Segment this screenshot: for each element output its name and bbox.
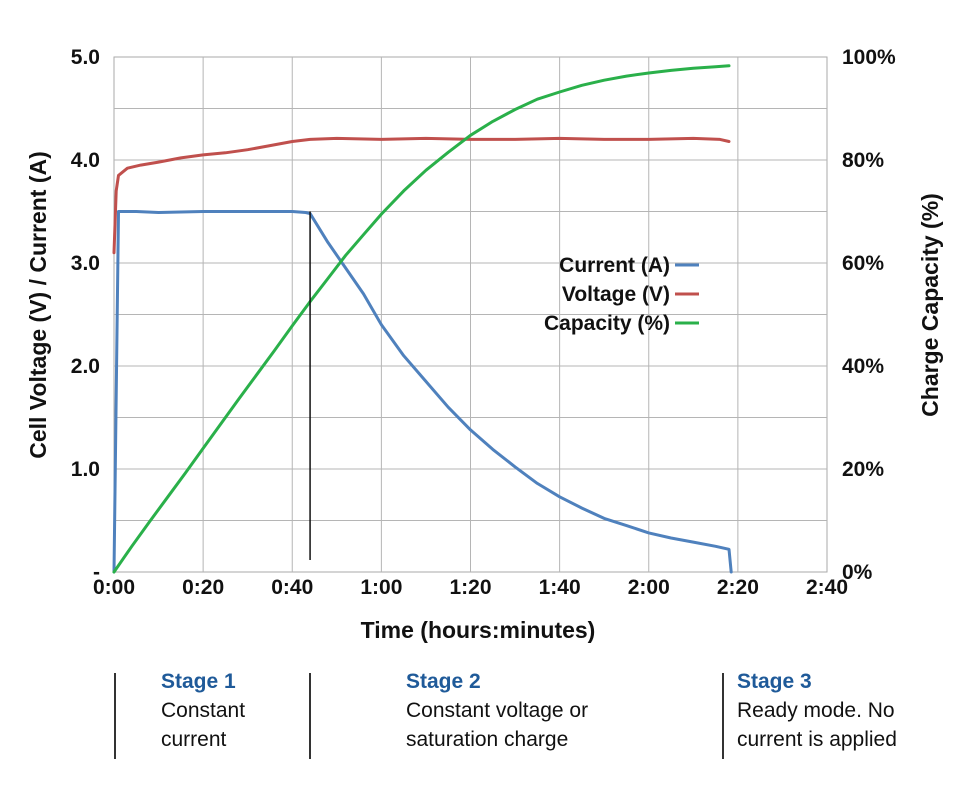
capacity-line — [112, 64, 731, 574]
legend-label-voltage-v: Voltage (V) — [562, 283, 670, 306]
x-tick-label: 2:20 — [717, 576, 759, 599]
stage-divider-1 — [114, 673, 116, 759]
stage-1-title: Stage 1 — [161, 670, 236, 693]
left-y-tick-label: 5.0 — [71, 46, 100, 69]
tick-labels: 0:00 0:20 0:40 1:00 1:20 1:40 2:00 2:20 2:40 - 1.0… — [71, 46, 896, 599]
voltage-v-line — [112, 136, 731, 255]
stage-1-description-line-2: current — [161, 728, 227, 751]
stage-divider-2 — [309, 673, 311, 759]
stage-1-description-line-1: Constant — [161, 699, 246, 722]
x-tick-label: 2:40 — [806, 576, 848, 599]
left-y-tick-label: 1.0 — [71, 458, 100, 481]
current-a-line — [112, 210, 733, 574]
right-y-tick-label: 20% — [842, 458, 884, 481]
right-y-tick-label: 80% — [842, 149, 884, 172]
right-y-tick-label: 0% — [842, 561, 873, 584]
x-tick-label: 1:00 — [360, 576, 402, 599]
stage-2-description-line-1: Constant voltage or — [406, 699, 589, 722]
x-tick-label: 1:20 — [449, 576, 491, 599]
right-y-tick-label: 60% — [842, 252, 884, 275]
legend-label-capacity: Capacity (%) — [544, 312, 670, 335]
x-tick-label: 1:40 — [539, 576, 581, 599]
legend: Current (A) Voltage (V) Capacity (%) — [544, 254, 699, 335]
legend-label-current-a: Current (A) — [559, 254, 670, 277]
stage-1-block: Stage 1 Constant current — [161, 668, 245, 754]
stage-3-description-line-2: current is applied — [737, 728, 897, 751]
x-tick-label: 0:40 — [271, 576, 313, 599]
stage-3-title: Stage 3 — [737, 670, 812, 693]
right-y-tick-label: 100% — [842, 46, 896, 69]
left-y-tick-label: 3.0 — [71, 252, 100, 275]
right-y-tick-label: 40% — [842, 355, 884, 378]
stage-2-description-line-2: saturation charge — [406, 728, 569, 751]
stage-3-description-line-1: Ready mode. No — [737, 699, 895, 722]
x-axis-title: Time (hours:minutes) — [361, 617, 596, 643]
left-y-axis-title: Cell Voltage (V) / Current (A) — [25, 151, 51, 459]
left-y-tick-label: - — [93, 561, 100, 584]
left-y-tick-label: 4.0 — [71, 149, 100, 172]
x-tick-label: 0:20 — [182, 576, 224, 599]
series-lines — [112, 64, 733, 574]
left-y-tick-label: 2.0 — [71, 355, 100, 378]
stage-3-block: Stage 3 Ready mode. No current is applie… — [737, 668, 897, 754]
stage-2-title: Stage 2 — [406, 670, 481, 693]
right-y-axis-title: Charge Capacity (%) — [917, 193, 943, 417]
x-tick-label: 2:00 — [628, 576, 670, 599]
charging-chart: 0:00 0:20 0:40 1:00 1:20 1:40 2:00 2:20 2:40 - 1.0… — [25, 46, 943, 643]
stage-2-block: Stage 2 Constant voltage or saturation c… — [406, 668, 588, 754]
stage-divider-3 — [722, 673, 724, 759]
x-tick-label: 0:00 — [93, 576, 135, 599]
